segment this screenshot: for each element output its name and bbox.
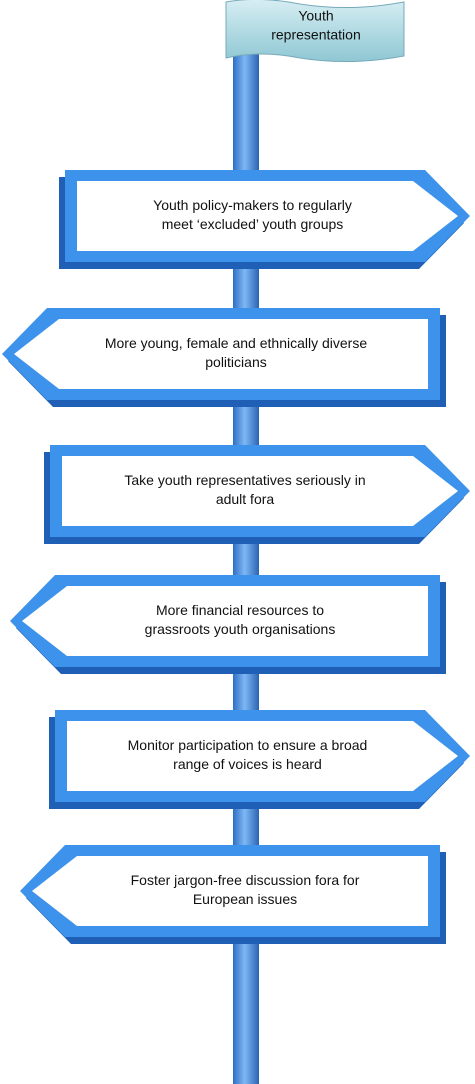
sign-text: meet ‘excluded’ youth groups <box>162 216 344 232</box>
sign-text: Foster jargon-free discussion fora for <box>131 872 360 888</box>
sign-text: More young, female and ethnically divers… <box>105 335 367 351</box>
sign-text: range of voices is heard <box>173 756 322 772</box>
sign-text: Monitor participation to ensure a broad <box>128 737 368 753</box>
sign-text: European issues <box>193 891 297 907</box>
sign-text: adult fora <box>216 491 275 507</box>
signpost: Youth representation Youth policy-makers… <box>0 0 475 1084</box>
flag-text: representation <box>271 27 361 43</box>
sign-text: More financial resources to <box>156 602 324 618</box>
sign-text: Take youth representatives seriously in <box>124 472 365 488</box>
sign-text: grassroots youth organisations <box>145 621 336 637</box>
sign-text: politicians <box>205 354 266 370</box>
flag-text: Youth <box>298 8 333 24</box>
sign-text: Youth policy-makers to regularly <box>153 197 352 213</box>
